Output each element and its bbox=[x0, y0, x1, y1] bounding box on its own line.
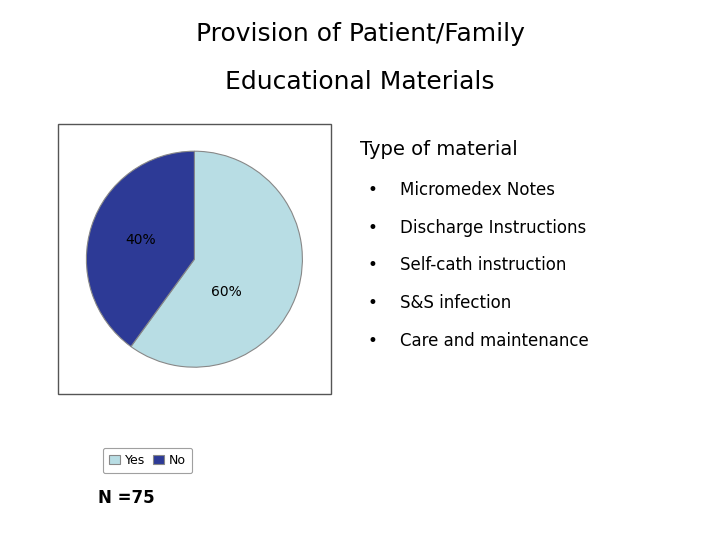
Text: S&S infection: S&S infection bbox=[400, 294, 511, 312]
Text: Care and maintenance: Care and maintenance bbox=[400, 332, 588, 350]
Text: Provision of Patient/Family: Provision of Patient/Family bbox=[196, 22, 524, 45]
Text: •: • bbox=[367, 181, 377, 199]
Wedge shape bbox=[86, 151, 194, 347]
Text: •: • bbox=[367, 332, 377, 350]
Text: •: • bbox=[367, 294, 377, 312]
Text: Educational Materials: Educational Materials bbox=[225, 70, 495, 94]
Text: Self-cath instruction: Self-cath instruction bbox=[400, 256, 566, 274]
Text: 40%: 40% bbox=[125, 233, 156, 247]
Legend: Yes, No: Yes, No bbox=[103, 448, 192, 473]
Text: Type of material: Type of material bbox=[360, 140, 518, 159]
Wedge shape bbox=[131, 151, 302, 367]
Text: Discharge Instructions: Discharge Instructions bbox=[400, 219, 586, 237]
Text: •: • bbox=[367, 256, 377, 274]
Text: N =75: N =75 bbox=[98, 489, 154, 507]
Text: Micromedex Notes: Micromedex Notes bbox=[400, 181, 554, 199]
Text: •: • bbox=[367, 219, 377, 237]
Text: 60%: 60% bbox=[212, 285, 242, 299]
